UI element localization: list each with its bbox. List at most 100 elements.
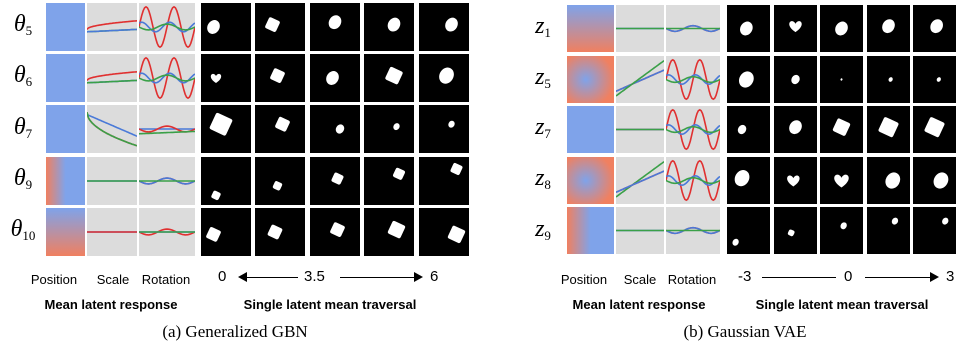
traversal-shape (331, 172, 344, 185)
axis-start-label: -3 (738, 268, 752, 285)
traversal-shape (335, 124, 345, 135)
traversal-shape (888, 76, 893, 82)
traversal-shape (268, 224, 283, 240)
response-line (139, 130, 195, 135)
axis-right-arrow (414, 272, 423, 282)
axis-end-label: 3 (946, 268, 955, 285)
axis-end-label: 6 (430, 268, 439, 285)
traversal-frame (866, 55, 910, 103)
column-header-position: Position (30, 272, 78, 287)
response-line (87, 114, 137, 138)
traversal-shape (790, 74, 800, 84)
position-heatmap (567, 55, 614, 103)
traversal-frame (418, 3, 469, 51)
response-line (87, 112, 137, 147)
axis-middle-label: 0 (844, 268, 853, 285)
row-label: z1 (535, 13, 551, 40)
scale-response-plot (87, 54, 137, 103)
traversal-frame (866, 106, 910, 153)
traversal-frame (201, 54, 251, 103)
axis-left-arrow (238, 272, 247, 282)
traversal-frame (364, 54, 415, 103)
panel-b: z1 z5 z7 z8 z9 Position Scale Rotation M… (520, 0, 959, 352)
rotation-response-plot (139, 54, 195, 103)
axis-line-left (762, 277, 836, 278)
response-line (87, 71, 137, 82)
scale-response-plot (616, 207, 664, 254)
traversal-shape (930, 19, 943, 34)
traversal-shape (444, 17, 458, 32)
scale-response-plot (87, 207, 137, 256)
response-line (139, 21, 195, 33)
scale-response-plot (87, 156, 137, 205)
traversal-shape (273, 180, 283, 191)
response-line (666, 176, 720, 184)
traversal-frame (773, 106, 817, 153)
heatmap-fill (46, 54, 85, 103)
row-label: θ9 (13, 165, 33, 192)
traversal-frame (309, 54, 360, 103)
traversal-frame (418, 105, 469, 154)
heatmap-fill (46, 207, 85, 256)
traversal-shape (884, 171, 900, 189)
position-heatmap (567, 207, 614, 254)
traversal-shape (207, 20, 220, 34)
row-label: θ5 (13, 11, 33, 38)
traversal-shape (738, 70, 754, 88)
position-heatmap (46, 156, 85, 205)
traversal-frame (201, 105, 251, 154)
section-label-response: Mean latent response (572, 297, 706, 312)
row-label: z7 (535, 114, 551, 141)
traversal-frame (727, 106, 770, 153)
rotation-response-plot (666, 55, 720, 103)
traversal-frame (773, 55, 817, 103)
response-line (139, 5, 195, 49)
traversal-frame (309, 3, 360, 51)
traversal-frame (866, 5, 910, 52)
traversal-frame (913, 5, 956, 52)
traversal-shape (385, 67, 403, 85)
response-line (616, 160, 664, 198)
response-line (139, 57, 195, 100)
response-line (666, 125, 720, 134)
traversal-shape (788, 21, 802, 33)
position-heatmap (46, 105, 85, 154)
traversal-shape (734, 169, 750, 186)
traversal-shape (832, 118, 851, 136)
scale-response-plot (616, 55, 664, 103)
traversal-shape (270, 68, 286, 84)
panel-caption: (a) Generalized GBN (162, 322, 308, 341)
heatmap-fill (567, 156, 614, 204)
traversal-frame (364, 156, 415, 205)
row-label: θ6 (13, 62, 33, 89)
traversal-shape (388, 220, 406, 239)
traversal-frame (255, 156, 306, 205)
response-line (616, 169, 664, 193)
traversal-shape (450, 162, 463, 175)
axis-middle-label: 3.5 (304, 268, 325, 285)
response-line (616, 68, 664, 92)
traversal-shape (881, 19, 895, 34)
scale-response-plot (87, 105, 137, 154)
traversal-shape (924, 117, 945, 138)
response-line (666, 73, 720, 85)
row-label: z9 (535, 216, 551, 243)
scale-response-plot (616, 156, 664, 204)
traversal-shape (740, 21, 753, 36)
row-label: θ7 (13, 114, 33, 141)
traversal-frame (773, 156, 817, 204)
traversal-frame (201, 156, 251, 205)
traversal-shape (737, 124, 747, 135)
rotation-response-plot (139, 105, 195, 154)
traversal-shape (835, 21, 848, 36)
traversal-frame (820, 207, 863, 254)
traversal-shape (438, 67, 454, 84)
traversal-shape (732, 238, 739, 246)
traversal-shape (840, 77, 843, 81)
traversal-frame (820, 156, 863, 204)
section-label-traversal: Single latent mean traversal (755, 297, 929, 312)
response-line (666, 108, 720, 151)
scale-response-plot (616, 5, 664, 52)
traversal-shape (942, 217, 949, 225)
response-line (87, 79, 137, 84)
